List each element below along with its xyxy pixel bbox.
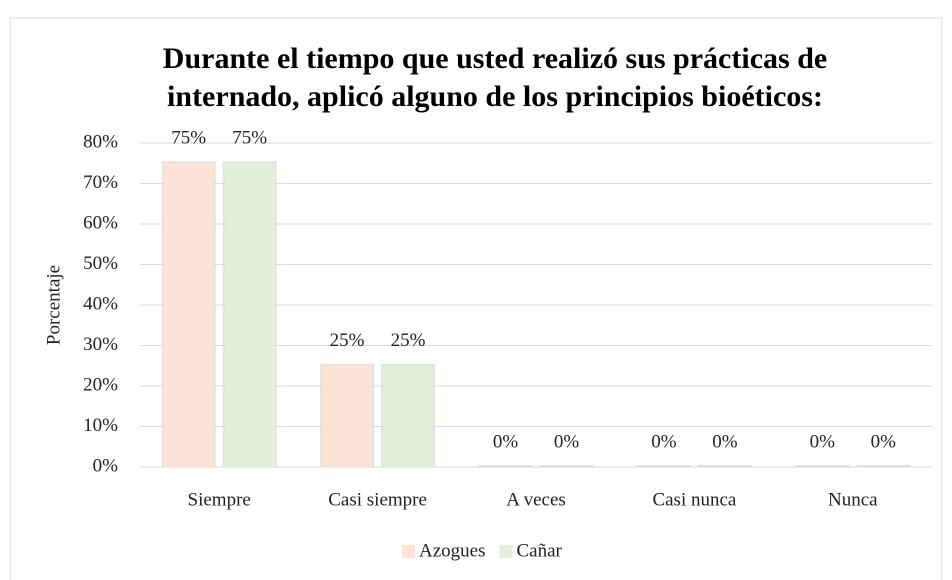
bar-shadow — [636, 465, 691, 467]
legend-label: Cañar — [516, 540, 562, 561]
data-label: 75% — [232, 128, 267, 149]
y-tick-label: 60% — [83, 212, 118, 233]
bar — [322, 365, 373, 467]
y-tick-label: 40% — [83, 293, 118, 314]
data-label: 0% — [493, 431, 519, 452]
bar — [383, 365, 434, 467]
bar — [224, 163, 275, 467]
x-tick-label: Casi siempre — [328, 489, 427, 510]
data-label: 25% — [391, 330, 426, 351]
legend-swatch — [499, 545, 513, 558]
chart-title: Durante el tiempo que usted realizó sus … — [163, 42, 827, 75]
y-axis-label: Porcentaje — [43, 265, 64, 345]
data-label: 0% — [712, 431, 738, 452]
y-tick-label: 20% — [83, 374, 118, 395]
data-label: 0% — [554, 431, 580, 452]
x-tick-label: Nunca — [828, 489, 878, 510]
data-label: 75% — [171, 128, 206, 149]
data-label: 0% — [871, 431, 897, 452]
bar-shadow — [697, 465, 752, 467]
bar — [163, 163, 214, 467]
y-tick-label: 30% — [83, 334, 118, 355]
x-tick-label: A veces — [506, 489, 566, 510]
x-tick-label: Casi nunca — [652, 489, 736, 510]
bar-shadow — [478, 465, 533, 467]
data-label: 0% — [810, 431, 836, 452]
data-label: 0% — [651, 431, 677, 452]
y-tick-label: 10% — [83, 415, 118, 436]
y-tick-label: 70% — [83, 172, 118, 193]
bar-shadow — [539, 465, 594, 467]
legend-swatch — [402, 545, 415, 558]
chart-title: internado, aplicó alguno de los principi… — [167, 80, 823, 113]
data-label: 25% — [330, 330, 365, 351]
legend-label: Azogues — [419, 540, 485, 561]
bar-shadow — [856, 465, 911, 467]
y-tick-label: 50% — [83, 253, 118, 274]
y-tick-label: 80% — [83, 131, 118, 152]
y-tick-label: 0% — [93, 455, 119, 476]
x-tick-label: Siempre — [188, 489, 251, 510]
bar-shadow — [795, 465, 850, 467]
